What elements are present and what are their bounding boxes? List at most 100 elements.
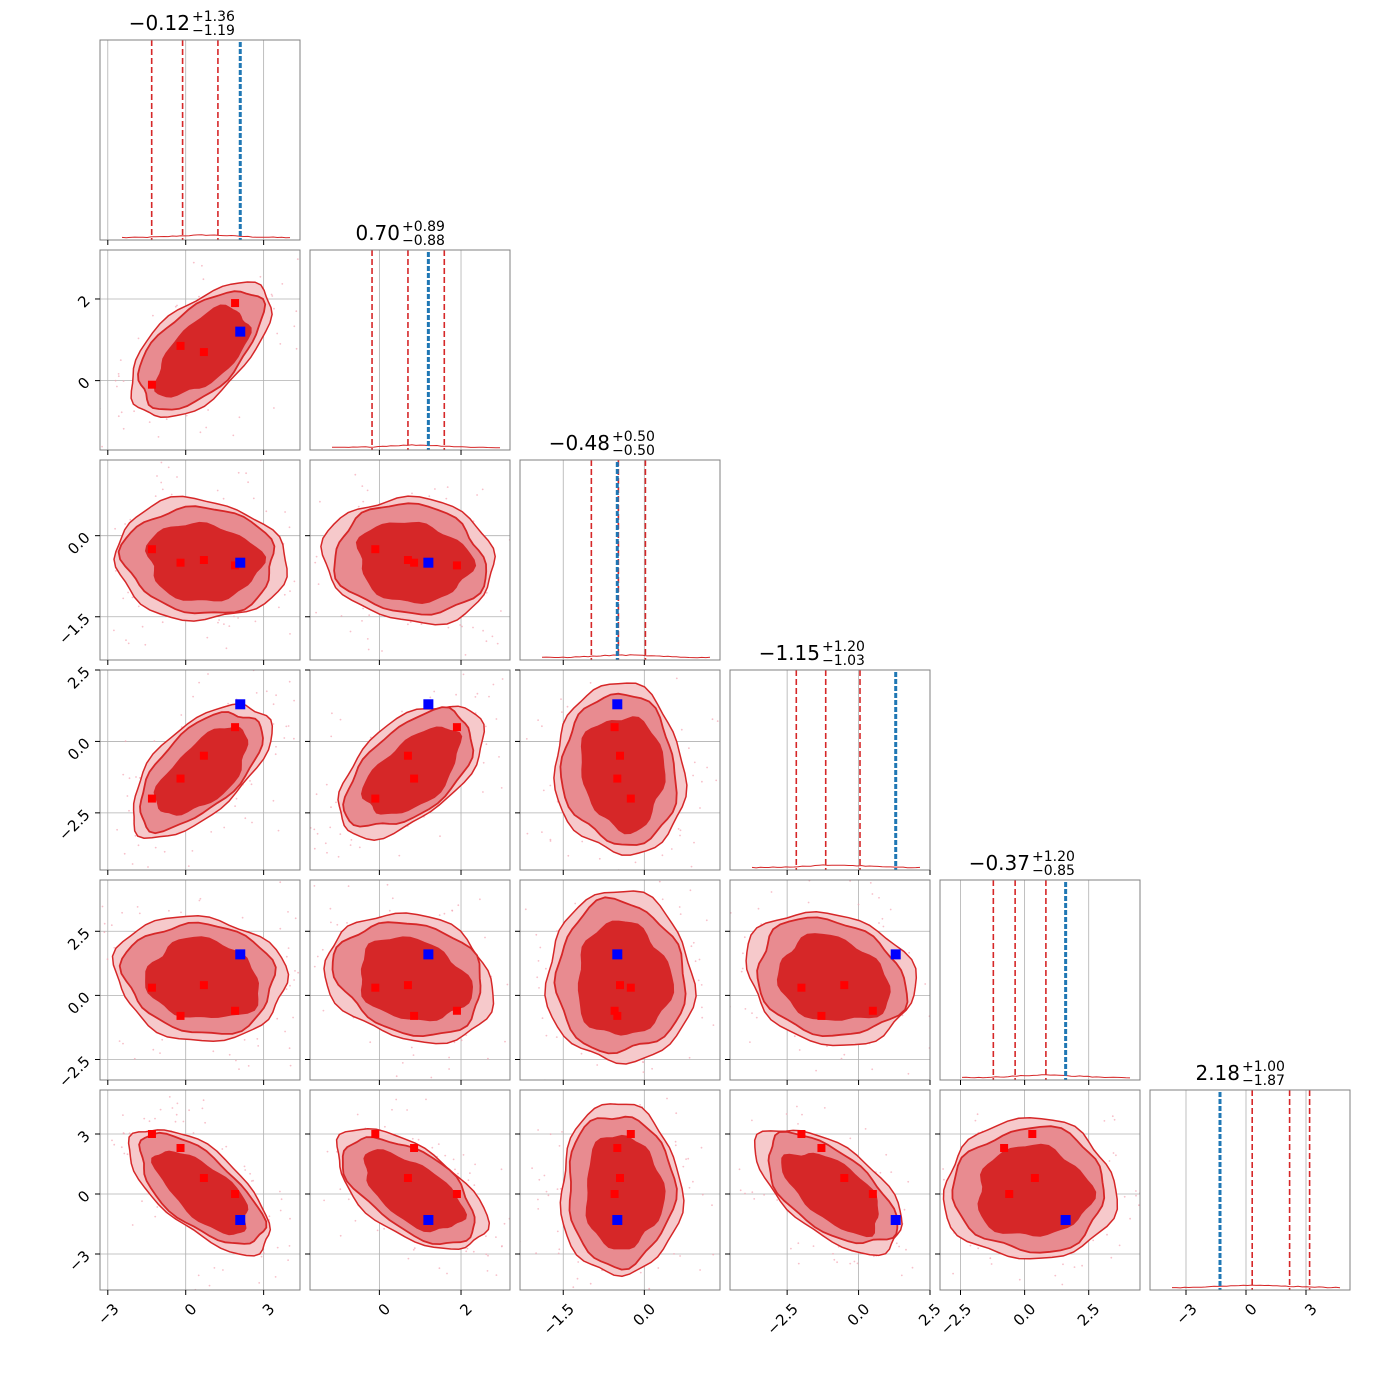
sample-dot (670, 848, 673, 850)
sample-dot (738, 1168, 741, 1171)
sample-dot (974, 1119, 977, 1122)
sample-dot (561, 1131, 563, 1133)
panel-content (79, 862, 299, 1070)
sample-dot (864, 1128, 867, 1130)
sample-dot (692, 941, 695, 944)
sample-dot (134, 834, 137, 837)
sample-dot (545, 1190, 548, 1193)
sample-dot (885, 1153, 888, 1156)
sample-dot (548, 1083, 550, 1085)
sample-dot (700, 984, 703, 986)
sample-dot (325, 783, 328, 786)
panel-content (751, 670, 921, 870)
histogram-line (751, 864, 921, 869)
panel-frame (309, 669, 511, 871)
sample-dot (545, 967, 547, 970)
truth-marker (235, 1215, 246, 1225)
sample-dot (498, 756, 500, 758)
y-tick-label: −3 (65, 1247, 93, 1275)
contour-inner (577, 920, 675, 1036)
sample-dot (225, 1145, 228, 1148)
sample-dot (420, 623, 423, 625)
sample-dot (283, 737, 286, 739)
sample-dot (942, 1168, 944, 1170)
sample-marker (868, 1006, 877, 1015)
sample-dot (376, 1229, 379, 1232)
panel-2-1 (305, 459, 511, 665)
sample-dot (160, 873, 162, 875)
sample-dot (251, 821, 253, 824)
sample-dot (56, 491, 58, 493)
sample-dot (559, 1187, 562, 1190)
sample-dot (454, 1168, 456, 1171)
sample-dot (361, 485, 364, 487)
panel-title-minus: −1.19 (192, 23, 235, 39)
sample-dot (693, 841, 695, 844)
contour-inner (585, 1134, 666, 1250)
sample-dot (120, 1146, 123, 1149)
sample-marker (403, 1174, 412, 1182)
sample-dot (798, 1049, 801, 1051)
sample-dot (313, 965, 316, 968)
sample-dot (472, 626, 474, 629)
sample-dot (933, 1154, 935, 1156)
sample-dot (122, 773, 125, 776)
sample-dot (89, 805, 91, 807)
panel-3-1 (305, 669, 511, 875)
sample-dot (131, 863, 134, 865)
panel-title-plus: +1.00 (1242, 1059, 1285, 1075)
sample-dot (72, 1182, 74, 1184)
panel-content (89, 670, 295, 875)
sample-dot (139, 777, 141, 779)
panel-title-plus: +1.36 (192, 9, 235, 25)
sample-dot (156, 475, 158, 477)
sample-dot (481, 488, 484, 491)
panel-1-0: 02 (74, 249, 301, 455)
sample-dot (79, 862, 81, 864)
sample-dot (384, 1125, 386, 1128)
sample-dot (114, 527, 116, 530)
sample-dot (347, 885, 350, 887)
sample-dot (238, 1068, 240, 1070)
sample-dot (354, 473, 357, 476)
sample-dot (33, 632, 35, 634)
sample-dot (115, 570, 117, 572)
sample-dot (283, 593, 286, 596)
sample-dot (235, 1059, 237, 1062)
sample-dot (265, 510, 268, 513)
x-tick-label: 3 (1301, 1300, 1320, 1319)
panel-5-0: −3 0 3 −3 0 3 (65, 1089, 301, 1328)
sample-dot (119, 359, 122, 361)
sample-dot (180, 714, 183, 716)
sample-dot (259, 275, 262, 278)
contour-inner (360, 726, 463, 815)
sample-marker (371, 545, 380, 554)
sample-dot (438, 914, 441, 916)
sample-dot (678, 906, 681, 908)
x-tick-label: 0 (181, 1300, 200, 1319)
x-tick-label: −2.5 (763, 1300, 801, 1338)
panel-1-1 (309, 249, 511, 455)
sample-dot (500, 1168, 503, 1171)
sample-dot (1108, 1160, 1111, 1162)
sample-dot (579, 1345, 581, 1347)
panel-frame (729, 669, 931, 871)
sample-dot (535, 1252, 537, 1255)
sample-dot (198, 295, 200, 298)
sample-dot (244, 817, 247, 820)
sample-dot (339, 1234, 342, 1237)
sample-dot (124, 740, 127, 743)
sample-dot (465, 1250, 468, 1253)
sample-dot (356, 1113, 359, 1116)
sample-marker (626, 794, 635, 803)
sample-dot (168, 1096, 171, 1098)
sample-dot (88, 869, 90, 871)
sample-dot (889, 908, 892, 911)
contour-inner (151, 1150, 249, 1236)
panel-frame (99, 879, 301, 1081)
sample-dot (797, 1242, 800, 1245)
sample-dot (128, 1132, 131, 1135)
sample-dot (907, 1072, 910, 1075)
sample-dot (935, 1147, 937, 1149)
sample-dot (117, 375, 120, 378)
